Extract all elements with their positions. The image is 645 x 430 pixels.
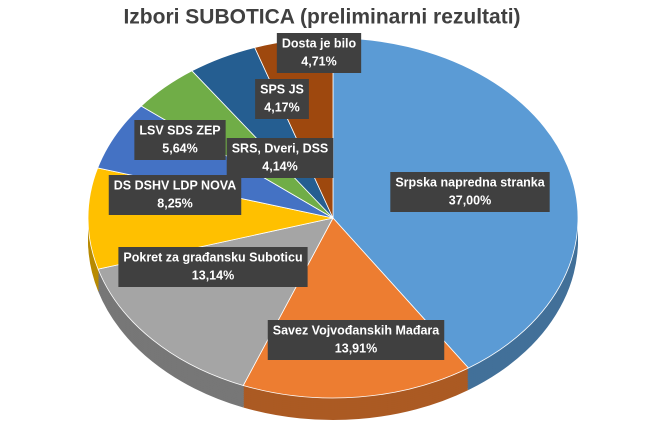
label-value: 4,71% xyxy=(301,54,336,68)
label-value: 8,25% xyxy=(157,196,192,210)
label-box xyxy=(134,120,226,160)
label-category: Srpska napredna stranka xyxy=(395,175,545,189)
label-value: 4,14% xyxy=(262,159,297,173)
label-box xyxy=(390,172,550,212)
label-box xyxy=(108,175,242,215)
data-label: SRS, Dveri, DSS 4,14% xyxy=(226,138,334,178)
data-label: Savez Vojvođanskih Mađara 13,91% xyxy=(267,320,445,360)
data-label: Dosta je bilo 4,71% xyxy=(276,33,362,73)
label-category: Dosta je bilo xyxy=(282,36,357,50)
label-box xyxy=(276,33,362,73)
label-category: SRS, Dveri, DSS xyxy=(232,141,329,155)
label-category: Pokret za građansku Suboticu xyxy=(123,250,302,264)
data-label: DS DSHV LDP NOVA 8,25% xyxy=(108,175,242,215)
label-category: LSV SDS ZEP xyxy=(139,123,220,137)
label-value: 13,91% xyxy=(335,341,377,355)
label-box xyxy=(118,247,308,287)
label-value: 37,00% xyxy=(449,193,491,207)
label-category: Savez Vojvođanskih Mađara xyxy=(273,323,441,337)
label-box xyxy=(226,138,334,178)
data-label: SPS JS 4,17% xyxy=(255,79,309,119)
label-value: 5,64% xyxy=(162,141,197,155)
label-box xyxy=(255,79,309,119)
chart-title: Izbori SUBOTICA (preliminarni rezultati) xyxy=(123,6,520,29)
data-label: LSV SDS ZEP 5,64% xyxy=(134,120,226,160)
label-category: SPS JS xyxy=(260,82,304,96)
label-value: 13,14% xyxy=(192,268,234,282)
label-box xyxy=(267,320,445,360)
data-label: Pokret za građansku Suboticu 13,14% xyxy=(118,247,308,287)
label-category: DS DSHV LDP NOVA xyxy=(114,178,236,192)
label-value: 4,17% xyxy=(264,100,299,114)
data-label: Srpska napredna stranka 37,00% xyxy=(390,172,550,212)
